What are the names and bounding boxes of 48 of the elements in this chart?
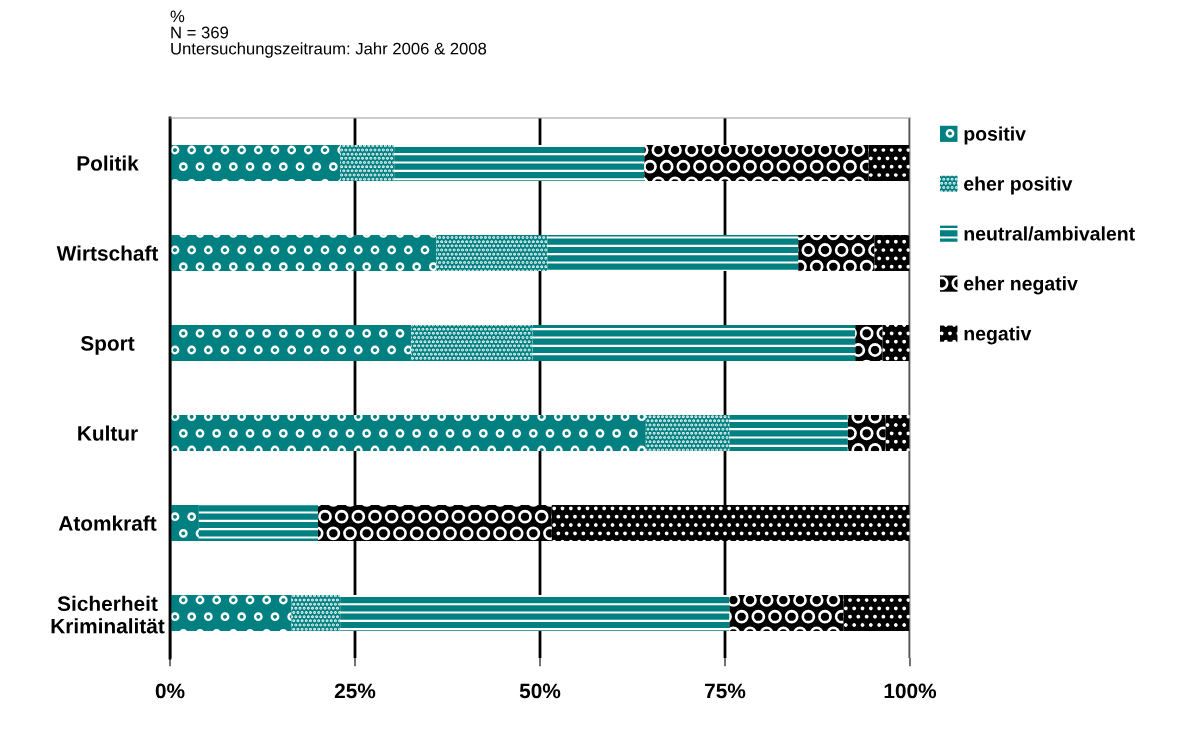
- bar: [198, 505, 318, 541]
- bar: [436, 235, 548, 271]
- bar: [547, 235, 799, 271]
- y-tick-label: Sport: [80, 336, 135, 355]
- bar: [170, 415, 646, 451]
- bar: [318, 505, 552, 541]
- x-tick-label: 25%: [334, 683, 376, 699]
- legend-label: eher positiv: [964, 176, 1073, 195]
- bar: [798, 235, 875, 271]
- bar: [645, 415, 730, 451]
- y-tick-label: Wirtschaft: [56, 245, 159, 261]
- bar: [394, 145, 645, 181]
- bar: [874, 235, 910, 271]
- bar: [644, 145, 869, 181]
- chart-subtitle: N = 369: [171, 26, 229, 39]
- x-tick-label: 50%: [519, 683, 561, 699]
- bar: [532, 325, 856, 361]
- legend-label: negativ: [964, 326, 1032, 345]
- bar: [170, 325, 412, 361]
- y-tick-label: Politik: [77, 155, 139, 171]
- bar: [170, 145, 341, 181]
- bar: [843, 595, 910, 631]
- x-tick-label: 0%: [155, 683, 185, 699]
- text: Untersuchungszeitraum: Jahr 2006 & 2008: [171, 42, 487, 58]
- bar: [868, 145, 910, 181]
- bar: [729, 595, 844, 631]
- legend-label: eher negativ: [964, 276, 1078, 295]
- x-tick-label: 100%: [884, 683, 937, 699]
- bar: [551, 505, 910, 541]
- bar: [411, 325, 533, 361]
- chart-title: %: [170, 10, 185, 23]
- legend-label: neutral/ambivalent: [964, 226, 1135, 241]
- bar: [340, 145, 395, 181]
- x-tick-label: 75%: [705, 683, 746, 699]
- bar: [170, 595, 292, 631]
- bar: [855, 325, 883, 361]
- bar: [340, 595, 730, 631]
- bar: [847, 415, 886, 451]
- bar: [882, 325, 910, 361]
- bar: [729, 415, 848, 451]
- bar: [170, 505, 199, 541]
- y-tick-label: Atomkraft: [58, 515, 157, 531]
- bar: [885, 415, 910, 451]
- bar: [170, 235, 437, 271]
- bar: [291, 595, 341, 631]
- legend-label: positiv: [964, 126, 1026, 145]
- y-tick-label: Kultur: [78, 425, 138, 441]
- y-tick-label: Sicherheit Kriminalität: [51, 595, 165, 634]
